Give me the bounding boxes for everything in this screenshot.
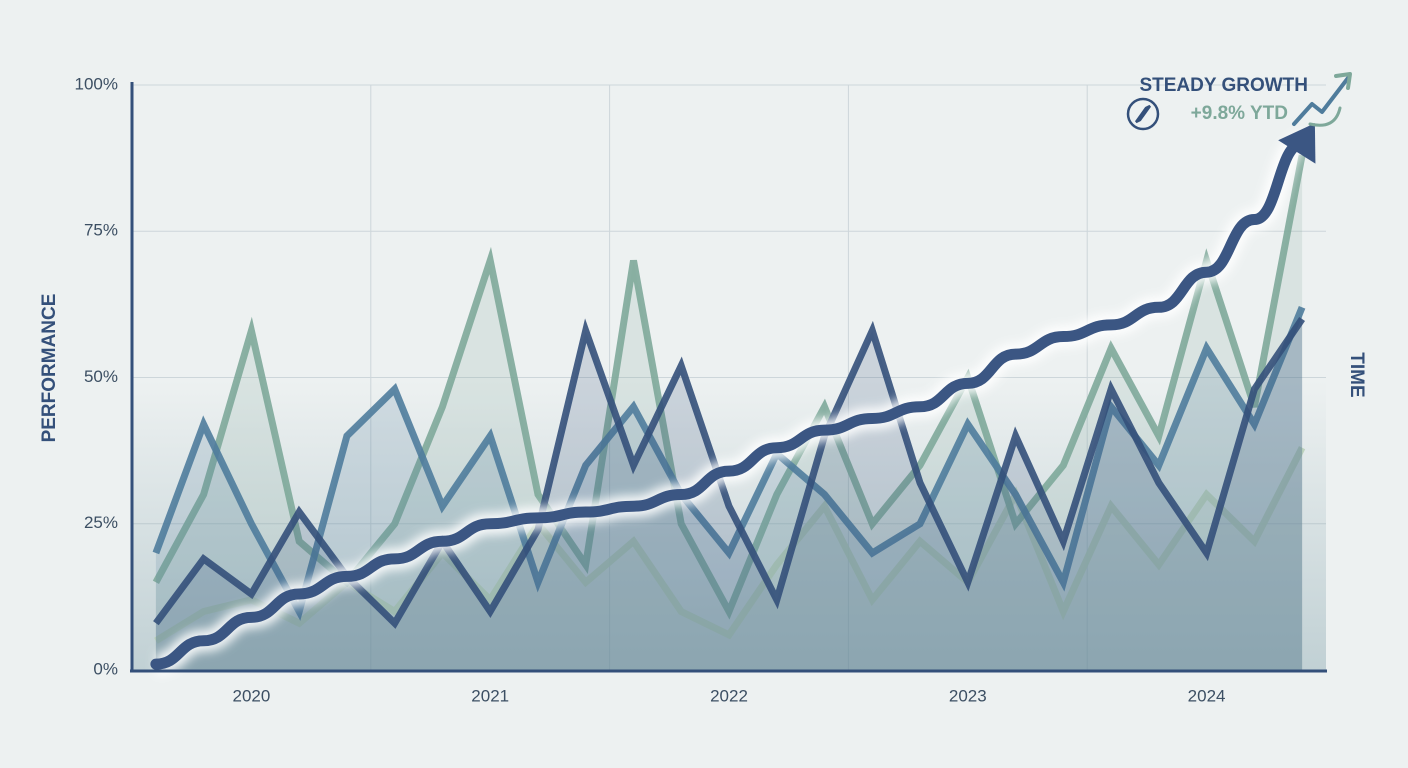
annotation-value: +9.8% YTD	[1191, 103, 1288, 124]
series-group	[132, 123, 1326, 676]
series-area	[155, 319, 1303, 670]
trend-line	[150, 138, 1308, 670]
y-axis-label: PERFORMANCE	[39, 294, 60, 443]
series-area	[155, 307, 1303, 670]
growth-icon	[1292, 72, 1352, 127]
y-tick-label: 100%	[75, 74, 118, 93]
x-tick-label: 2021	[471, 686, 509, 705]
x-tick-label: 2022	[710, 686, 748, 705]
y-tick-label: 25%	[84, 513, 118, 532]
annotation-title: STEADY GROWTH	[1139, 75, 1308, 96]
y-tick-label: 50%	[84, 367, 118, 386]
trend-arrowhead	[1278, 123, 1316, 164]
y-tick-label: 75%	[84, 221, 118, 240]
y-tick-label: 0%	[93, 659, 118, 678]
series-line	[152, 305, 1306, 621]
x-tick-label: 2024	[1188, 686, 1226, 705]
x-axis-label: TIME	[1346, 352, 1367, 397]
compass-icon	[1126, 97, 1160, 131]
axes	[130, 82, 1327, 673]
x-tick-label: 2020	[232, 686, 270, 705]
x-tick-label: 2023	[949, 686, 987, 705]
